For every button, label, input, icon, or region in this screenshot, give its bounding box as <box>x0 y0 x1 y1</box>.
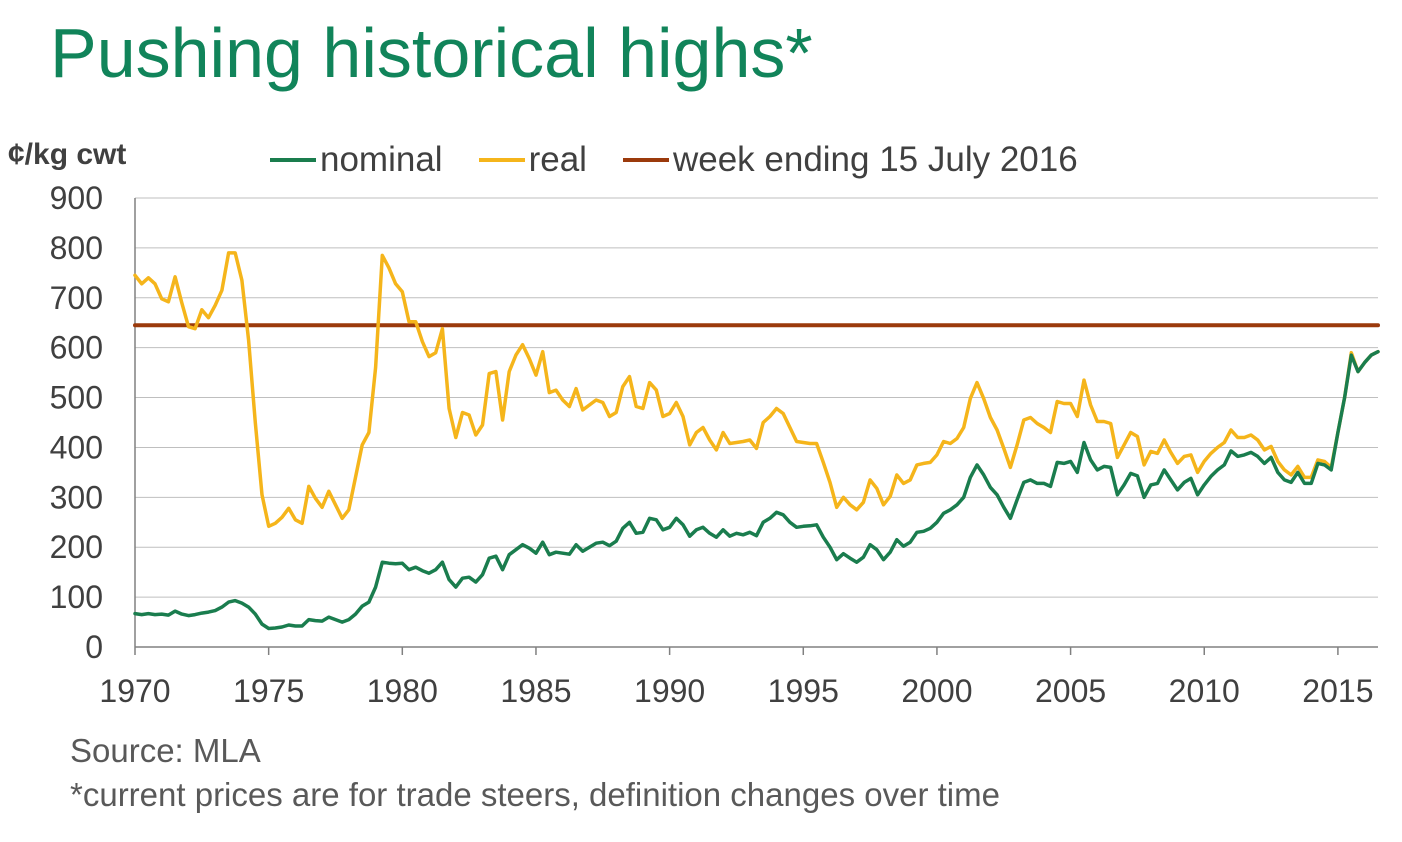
x-tick-label-2000: 2000 <box>901 673 972 709</box>
legend-item-reference: week ending 15 July 2016 <box>622 140 1078 180</box>
x-tick-label-1985: 1985 <box>500 673 571 709</box>
x-tick-label-2015: 2015 <box>1302 673 1373 709</box>
x-tick-label-1990: 1990 <box>634 673 705 709</box>
series-line-nominal <box>133 349 1380 631</box>
y-tick-label-600: 600 <box>50 330 103 366</box>
y-tick-label-900: 900 <box>50 180 103 216</box>
legend-label-real: real <box>528 140 587 179</box>
y-tick-label-700: 700 <box>50 280 103 316</box>
x-tick-label-2010: 2010 <box>1169 673 1240 709</box>
legend-label-reference: week ending 15 July 2016 <box>672 140 1078 179</box>
legend-label-nominal: nominal <box>320 140 443 179</box>
footnote: *current prices are for trade steers, de… <box>70 776 1000 813</box>
x-tick-label-2005: 2005 <box>1035 673 1106 709</box>
y-tick-label-100: 100 <box>50 579 103 615</box>
y-axis-unit-label: ¢/kg cwt <box>8 138 127 171</box>
source-note: Source: MLA <box>70 732 261 769</box>
y-tick-label-200: 200 <box>50 529 103 565</box>
legend-swatch-reference <box>622 158 669 162</box>
chart-title: Pushing historical highs* <box>50 14 813 92</box>
y-tick-label-0: 0 <box>85 629 103 665</box>
x-tick-label-1970: 1970 <box>99 673 170 709</box>
x-tick-label-1975: 1975 <box>233 673 304 709</box>
chart-legend: nominal real week ending 15 July 2016 <box>270 140 1078 180</box>
series-line-real <box>133 251 1380 529</box>
legend-swatch-nominal <box>270 158 316 162</box>
x-tick-label-1995: 1995 <box>768 673 839 709</box>
y-tick-label-500: 500 <box>50 380 103 416</box>
legend-item-nominal: nominal <box>270 140 443 180</box>
y-tick-label-400: 400 <box>50 429 103 465</box>
legend-swatch-real <box>478 158 525 162</box>
x-tick-label-1980: 1980 <box>367 673 438 709</box>
legend-item-real: real <box>478 140 587 180</box>
y-tick-label-300: 300 <box>50 479 103 515</box>
y-tick-label-800: 800 <box>50 230 103 266</box>
